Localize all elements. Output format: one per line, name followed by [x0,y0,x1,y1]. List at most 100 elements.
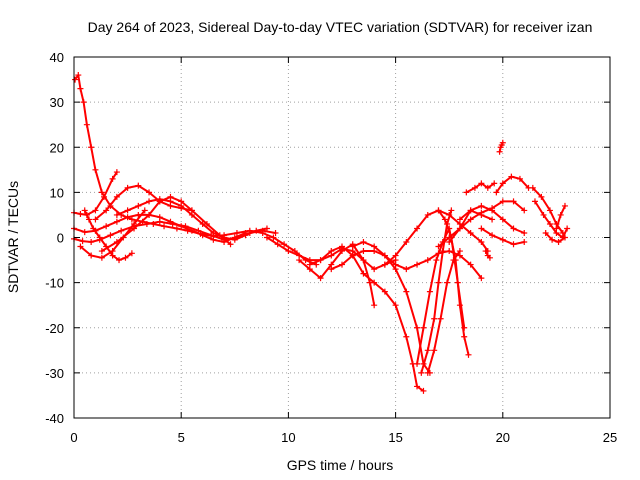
data-point [135,202,142,209]
data-point [510,198,517,205]
data-point [467,216,474,223]
data-point [486,254,493,261]
series-sat-ac [542,229,568,246]
series-sat-t [424,248,463,376]
data-point [107,232,114,239]
data-point [426,288,433,295]
data-point [521,239,528,246]
data-point [156,196,163,203]
data-point [72,76,79,83]
data-point [173,225,180,232]
data-point [418,369,425,376]
series-sat-aa [529,184,566,236]
data-point [109,175,116,182]
series-sat-i [113,196,270,243]
data-point [542,229,549,236]
data-point [178,202,185,209]
series-sat-m [328,248,485,282]
data-point [439,248,446,255]
data-point [113,169,120,176]
data-point [77,85,84,92]
data-point [381,252,388,259]
series-line [94,184,193,221]
data-point [478,202,485,209]
data-point [424,211,431,218]
data-point [328,266,335,273]
series-sat-w [478,225,528,248]
data-point [465,351,472,358]
data-point [296,257,303,264]
data-point [272,229,279,236]
data-point [263,225,270,232]
x-axis-label: GPS time / hours [287,457,394,473]
data-point [435,243,442,250]
data-point [77,243,84,250]
data-point [478,225,485,232]
series-sat-a [72,72,320,268]
data-point [101,193,108,200]
y-tick-label: 30 [50,95,64,110]
data-point [317,275,324,282]
data-point [227,241,234,248]
data-point [242,232,249,239]
series-line [426,250,461,374]
data-point [188,211,195,218]
data-point [90,225,97,232]
data-point [360,257,367,264]
data-point [381,261,388,268]
data-point [96,234,103,241]
data-point [549,236,556,243]
data-point [109,248,116,255]
data-point [454,279,461,286]
data-point [414,225,421,232]
data-point [403,266,410,273]
data-point [306,261,313,268]
data-point [113,239,120,246]
data-point [561,202,568,209]
data-point [80,99,87,106]
data-point [339,243,345,250]
data-point [88,252,95,259]
data-point [456,225,463,232]
y-tick-label: -40 [45,411,64,426]
data-point [199,220,206,227]
data-point [414,360,421,367]
x-tick-label: 25 [603,430,617,445]
data-point [103,223,110,230]
data-point [431,315,438,322]
data-point [98,254,105,261]
data-point [478,239,485,246]
data-point [182,223,189,230]
data-point [92,166,99,173]
data-point [392,266,399,273]
series-sat-h [98,193,234,255]
data-point [103,207,110,214]
series-line [534,200,569,239]
data-point [493,189,500,196]
data-point [456,216,463,223]
data-point [499,216,506,223]
series-sat-ad [553,202,568,232]
data-point [118,227,125,234]
data-point [564,225,571,232]
data-point [128,216,135,223]
data-point [531,198,538,205]
grid [74,57,610,418]
data-point [420,387,427,394]
data-point [529,184,536,191]
series-sat-l [306,243,427,394]
data-point [146,189,153,196]
data-point [146,211,153,218]
series-sat-b [71,169,120,218]
data-point [124,207,131,214]
data-point [499,198,506,205]
series-line [544,232,566,243]
data-point [510,225,517,232]
series-sat-d [71,218,279,246]
data-point [349,243,356,250]
data-point [403,288,410,295]
series-sat-ae [482,248,493,261]
y-tick-label: -30 [45,366,64,381]
data-point [371,279,378,286]
